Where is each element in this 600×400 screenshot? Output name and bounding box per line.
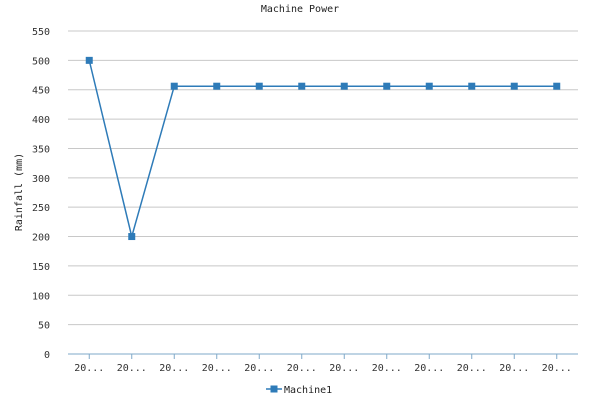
data-point[interactable] [213,82,221,90]
data-point[interactable] [510,82,518,90]
x-tick-label: 20... [499,363,529,374]
series-line [88,60,557,240]
data-point[interactable] [128,233,136,241]
data-point[interactable] [383,82,391,90]
y-tick-label: 0 [44,350,50,361]
data-point[interactable] [255,82,263,90]
data-point[interactable] [425,82,433,90]
data-point[interactable] [553,82,561,90]
x-tick-label: 20... [244,363,274,374]
x-tick-label: 20... [287,363,317,374]
y-tick-label: 300 [32,174,50,185]
data-point[interactable] [340,82,348,90]
data-point[interactable] [468,82,476,90]
x-tick-label: 20... [159,363,189,374]
y-tick-label: 400 [32,115,50,126]
y-tick-label: 350 [32,144,50,155]
x-tick-label: 20... [372,363,402,374]
x-tick-label: 20... [542,363,572,374]
legend-marker [270,385,278,393]
y-tick-label: 100 [32,291,50,302]
legend[interactable]: Machine1 [266,385,332,396]
gridlines [68,30,578,355]
y-tick-label: 50 [38,321,50,332]
x-tick-label: 20... [329,363,359,374]
legend-label: Machine1 [284,385,332,396]
x-tick-label: 20... [74,363,104,374]
x-tick-label: 20... [202,363,232,374]
data-point[interactable] [170,82,178,90]
y-tick-label: 450 [32,86,50,97]
y-tick-label: 250 [32,203,50,214]
data-point[interactable] [298,82,306,90]
y-tick-label: 500 [32,56,50,67]
y-axis-ticks: 0 50 100 150 200 250 300 350 400 450 500 550 [32,27,50,361]
y-tick-label: 200 [32,233,50,244]
series-plot [85,56,561,241]
y-tick-label: 550 [32,27,50,38]
x-tick-label: 20... [414,363,444,374]
x-axis-ticks: 20... 20... 20... 20... 20... 20... 20... 20...… [74,354,572,374]
x-tick-label: 20... [117,363,147,374]
y-tick-label: 150 [32,262,50,273]
y-axis-title: Rainfall (mm) [14,153,25,231]
x-tick-label: 20... [457,363,487,374]
chart-title: Machine Power [261,4,339,15]
data-point[interactable] [85,56,93,64]
